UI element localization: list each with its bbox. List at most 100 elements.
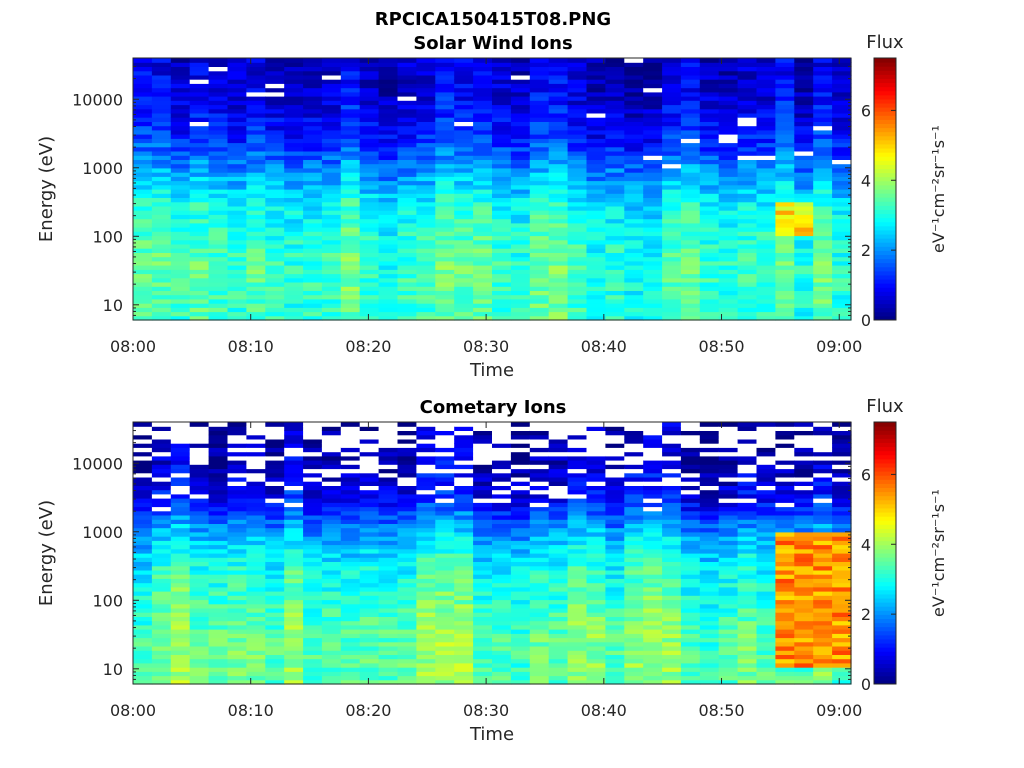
spectrogram-cell bbox=[454, 167, 474, 173]
spectrogram-cell bbox=[775, 290, 795, 296]
spectrogram-cell bbox=[548, 70, 569, 76]
spectrogram-cell bbox=[246, 531, 266, 537]
spectrogram-cell bbox=[680, 260, 701, 266]
spectrogram-cell bbox=[548, 536, 569, 541]
spectrogram-cell bbox=[699, 155, 720, 160]
spectrogram-cell bbox=[227, 434, 247, 440]
spectrogram-cell bbox=[321, 633, 342, 639]
spectrogram-cell bbox=[567, 662, 588, 668]
spectrogram-cell bbox=[340, 201, 361, 207]
spectrogram-cell bbox=[586, 574, 606, 579]
spectrogram-cell bbox=[170, 96, 191, 101]
spectrogram-cell bbox=[227, 311, 247, 317]
spectrogram-cell bbox=[643, 235, 663, 241]
spectrogram-cell bbox=[454, 650, 474, 655]
spectrogram-cell bbox=[303, 540, 323, 546]
spectrogram-cell bbox=[303, 100, 323, 106]
spectrogram-cell bbox=[416, 510, 436, 516]
spectrogram-cell bbox=[529, 104, 550, 110]
spectrogram-cell bbox=[548, 578, 569, 584]
spectrogram-cell bbox=[170, 231, 191, 237]
x-tick-label: 08:00 bbox=[110, 337, 156, 356]
spectrogram-cell bbox=[303, 591, 323, 596]
spectrogram-cell bbox=[756, 298, 776, 304]
spectrogram-cell bbox=[416, 578, 436, 584]
spectrogram-cell bbox=[303, 438, 323, 444]
spectrogram-cell bbox=[416, 650, 436, 655]
spectrogram-cell bbox=[189, 248, 210, 253]
spectrogram-cell bbox=[775, 586, 795, 592]
spectrogram-cell bbox=[662, 307, 682, 313]
spectrogram-cell bbox=[227, 91, 247, 97]
spectrogram-cell bbox=[246, 265, 266, 270]
spectrogram-cell bbox=[151, 201, 172, 207]
spectrogram-cell bbox=[208, 548, 229, 554]
spectrogram-cell bbox=[378, 430, 399, 436]
spectrogram-cell bbox=[473, 121, 493, 127]
spectrogram-cell bbox=[813, 595, 833, 601]
spectrogram-cell bbox=[643, 591, 663, 596]
spectrogram-cell bbox=[492, 303, 512, 308]
spectrogram-cell bbox=[718, 629, 739, 634]
spectrogram-cell bbox=[378, 620, 399, 626]
spectrogram-cell bbox=[133, 151, 153, 156]
spectrogram-cell bbox=[208, 434, 229, 440]
spectrogram-cell bbox=[397, 256, 417, 262]
spectrogram-cell bbox=[151, 163, 172, 169]
spectrogram-cell bbox=[529, 510, 550, 516]
spectrogram-cell bbox=[718, 531, 739, 537]
spectrogram-cell bbox=[680, 569, 701, 575]
spectrogram-cell bbox=[699, 96, 720, 101]
spectrogram-cell bbox=[510, 79, 531, 84]
spectrogram-cell bbox=[586, 214, 606, 220]
spectrogram-cell bbox=[605, 544, 625, 550]
spectrogram-cell bbox=[680, 125, 701, 131]
spectrogram-cell bbox=[662, 472, 682, 478]
spectrogram-cell bbox=[227, 79, 247, 84]
spectrogram-cell bbox=[378, 205, 399, 211]
spectrogram-cell bbox=[662, 218, 682, 224]
spectrogram-cell bbox=[624, 298, 644, 304]
spectrogram-cell bbox=[662, 239, 682, 245]
spectrogram-cell bbox=[605, 163, 625, 169]
spectrogram-cell bbox=[378, 180, 399, 186]
spectrogram-cell bbox=[227, 607, 247, 613]
spectrogram-cell bbox=[624, 485, 644, 491]
spectrogram-cell bbox=[794, 265, 814, 270]
spectrogram-cell bbox=[756, 553, 776, 558]
spectrogram-cell bbox=[151, 180, 172, 186]
spectrogram-cell bbox=[435, 79, 455, 84]
spectrogram-cell bbox=[718, 464, 739, 470]
spectrogram-cell bbox=[624, 489, 644, 495]
spectrogram-cell bbox=[699, 125, 720, 131]
spectrogram-cell bbox=[151, 167, 172, 173]
spectrogram-cell bbox=[813, 74, 833, 80]
spectrogram-cell bbox=[416, 422, 436, 427]
spectrogram-cell bbox=[529, 62, 550, 67]
spectrogram-cell bbox=[227, 515, 247, 520]
spectrogram-cell bbox=[529, 671, 550, 677]
spectrogram-cell bbox=[189, 455, 210, 461]
spectrogram-cell bbox=[284, 277, 304, 283]
spectrogram-cell bbox=[529, 438, 550, 444]
spectrogram-cell bbox=[359, 472, 380, 478]
spectrogram-cell bbox=[718, 447, 739, 453]
spectrogram-cell bbox=[510, 70, 531, 76]
spectrogram-cell bbox=[321, 485, 342, 491]
spectrogram-cell bbox=[416, 447, 436, 453]
spectrogram-cell bbox=[378, 117, 399, 122]
spectrogram-cell bbox=[492, 273, 512, 279]
spectrogram-cell bbox=[435, 100, 455, 106]
spectrogram-cell bbox=[378, 443, 399, 448]
spectrogram-cell bbox=[284, 155, 304, 160]
colorbar-step bbox=[874, 82, 896, 88]
spectrogram-cell bbox=[529, 565, 550, 571]
spectrogram-cell bbox=[510, 679, 531, 685]
spectrogram-cell bbox=[548, 426, 569, 431]
spectrogram-cell bbox=[662, 91, 682, 97]
colorbar-step bbox=[874, 152, 896, 157]
spectrogram-cell bbox=[321, 591, 342, 596]
spectrogram-cell bbox=[699, 662, 720, 668]
spectrogram-cell bbox=[775, 624, 795, 630]
spectrogram-cell bbox=[454, 510, 474, 516]
